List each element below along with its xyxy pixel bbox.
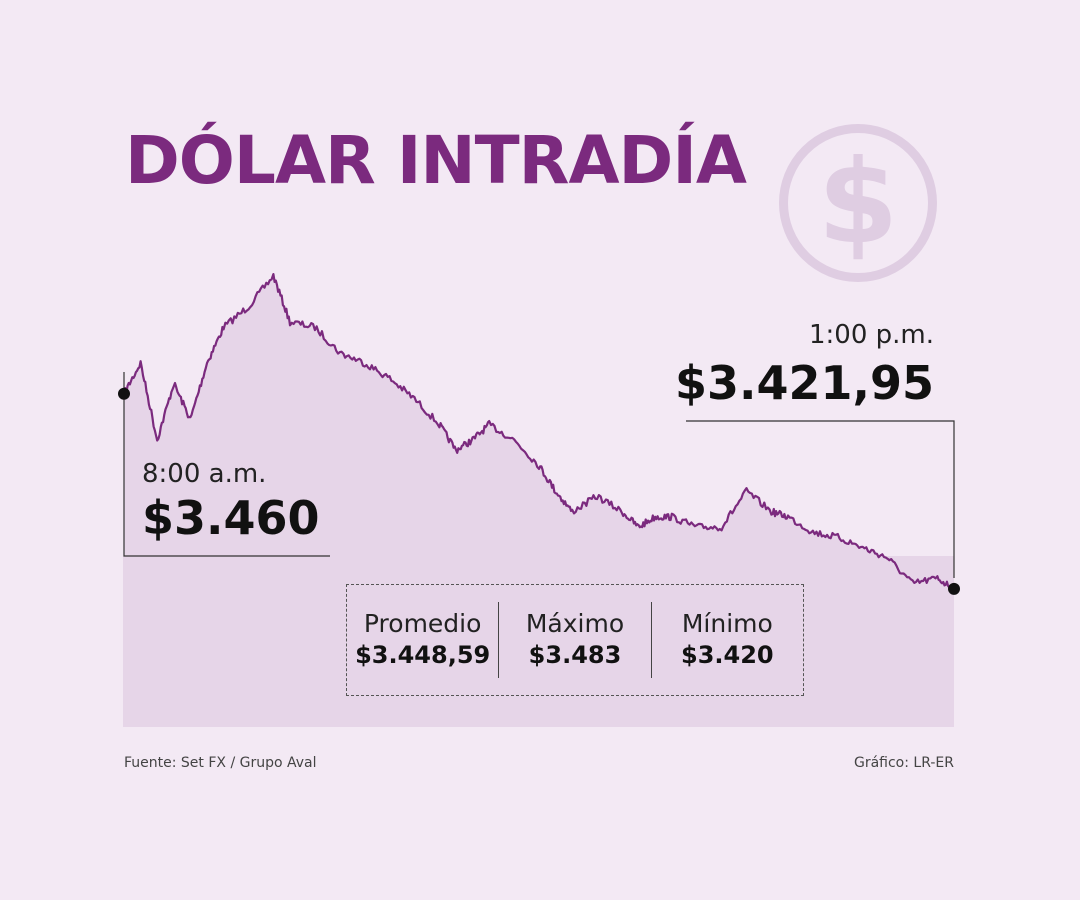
start-time-label: 8:00 a.m. [142,459,267,489]
stat-average-label: Promedio [363,608,482,638]
end-time-label: 1:00 p.m. [808,320,934,350]
end-point-marker [948,582,960,595]
stat-average-value: $3.448,59 [355,640,491,669]
chart-title: DÓLAR INTRADÍA [125,122,747,199]
stat-min-value: $3.420 [681,640,774,669]
price-area [124,274,954,727]
stat-min: Mínimo $3.420 [650,602,803,678]
stat-max-label: Máximo [525,608,625,638]
graphic-credit: Gráfico: LR-ER [853,755,954,771]
price-line [122,273,955,593]
stat-average: Promedio $3.448,59 [347,602,498,678]
stat-max-value: $3.483 [528,640,622,669]
end-callout-line [686,420,955,578]
start-price-label: $3.460 [142,491,320,545]
source-note: Fuente: Set FX / Grupo Aval [124,755,317,771]
start-point-marker [118,387,130,400]
start-callout-line [123,372,330,557]
end-price-label: $3.421,95 [675,356,934,410]
dollar-circle-icon: $ [779,124,937,282]
stat-max: Máximo $3.483 [498,602,650,678]
summary-stats-box: Promedio $3.448,59 Máximo $3.483 Mínimo … [346,584,804,696]
stat-min-label: Mínimo [681,608,773,638]
